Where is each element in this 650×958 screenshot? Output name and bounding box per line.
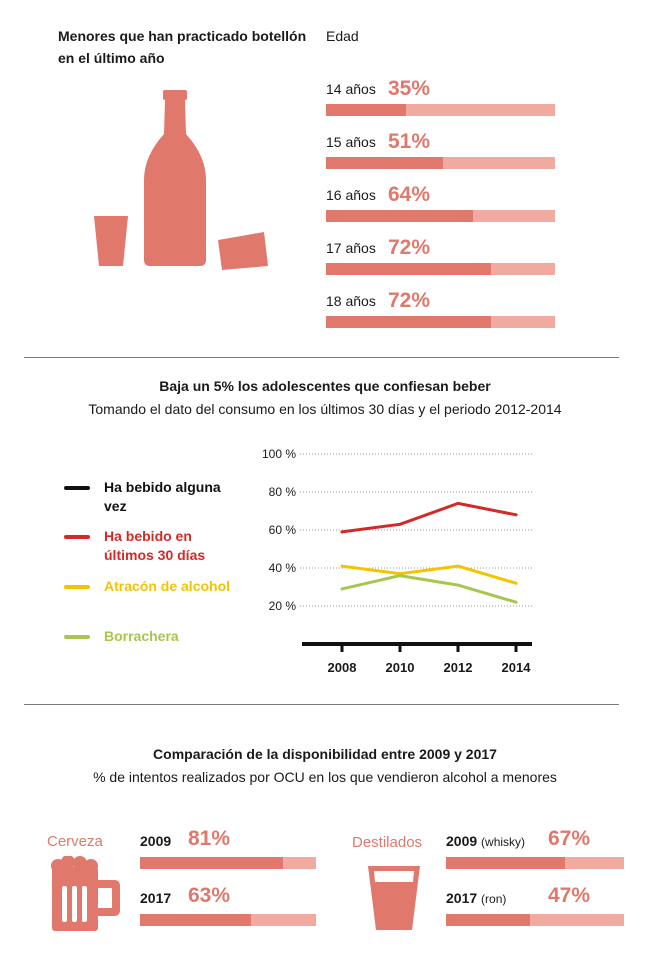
availability-bar-track: [140, 914, 316, 926]
availability-row: 2009 (whisky) 67%: [446, 827, 624, 874]
data-point: [398, 522, 402, 526]
cerveza-label: Cerveza: [47, 833, 103, 850]
availability-percent: 81%: [188, 827, 231, 850]
age-row: 18 años 72%: [326, 288, 556, 328]
section-divider: [24, 357, 619, 358]
availability-bar-fill: [446, 857, 566, 869]
availability-year: 2017 (ron): [446, 890, 506, 906]
age-label: 16 años: [326, 187, 376, 203]
edad-label: Edad: [326, 28, 359, 44]
age-row: 15 años 51%: [326, 129, 556, 169]
x-tick-label: 2014: [502, 660, 532, 675]
y-tick-label: 20 %: [269, 599, 297, 613]
age-bar-track: [326, 157, 555, 169]
section-divider: [24, 704, 619, 705]
year-text: 2009: [446, 833, 478, 849]
availability-bar-track: [446, 914, 624, 926]
line-chart: 20 % 40 % 60 % 80 % 100 % 2008 2010 2012 2014: [262, 447, 532, 675]
year-note: (whisky): [481, 835, 526, 849]
data-point: [456, 564, 460, 568]
botellon-title: Menores que han practicado botellón en e…: [58, 28, 307, 66]
series-line: [340, 564, 518, 585]
destilados-label: Destilados: [352, 834, 423, 851]
availability-bar-fill: [140, 857, 283, 869]
year-text: 2009: [140, 833, 172, 849]
age-label: 18 años: [326, 293, 376, 309]
age-percent: 72%: [388, 289, 431, 312]
x-tick-label: 2008: [328, 660, 357, 675]
availability-bar-track: [446, 857, 624, 869]
age-bar-track: [326, 210, 555, 222]
legend-label: Ha bebido alguna vez: [104, 479, 221, 514]
data-point: [514, 513, 518, 517]
age-bar-fill: [326, 316, 491, 328]
year-note: (ron): [481, 892, 507, 906]
age-bar-fill: [326, 104, 407, 116]
age-bar-fill: [326, 263, 491, 275]
beer-mug-icon: [51, 856, 120, 931]
data-point: [456, 583, 460, 587]
age-percent: 35%: [388, 77, 431, 100]
availability-year: 2009 (whisky): [446, 833, 525, 849]
bottle-and-cups-icon: [94, 90, 268, 270]
legend-swatch: [64, 635, 90, 639]
legend-label: Ha bebido en últimos 30 días: [104, 528, 206, 563]
age-percent: 72%: [388, 236, 431, 259]
availability-percent: 67%: [548, 827, 591, 850]
age-row: 16 años 64%: [326, 182, 556, 222]
legend-label: Borrachera: [104, 628, 179, 644]
age-percent: 64%: [388, 183, 431, 206]
age-bar-fill: [326, 210, 473, 222]
age-label: 17 años: [326, 240, 376, 256]
availability-percent: 47%: [548, 884, 591, 907]
age-bar-track: [326, 263, 555, 275]
series-line: [340, 574, 518, 604]
data-point: [514, 581, 518, 585]
data-point: [398, 574, 402, 578]
year-text: 2017: [140, 890, 172, 906]
age-bar-track: [326, 316, 555, 328]
age-bar-track: [326, 104, 555, 116]
availability-year: 2009: [140, 833, 171, 849]
availability-bar-fill: [140, 914, 251, 926]
availability-row: 2009 81%: [140, 827, 316, 874]
y-tick-label: 60 %: [269, 523, 297, 537]
availability-row: 2017 63%: [140, 884, 316, 931]
legend-swatch: [64, 535, 90, 539]
x-tick-label: 2012: [444, 660, 473, 675]
data-point: [340, 587, 344, 591]
x-tick-label: 2010: [386, 660, 415, 675]
series-line: [340, 501, 518, 534]
availability-year: 2017: [140, 890, 171, 906]
availability-subtitle: % de intentos realizados por OCU en los …: [93, 769, 557, 785]
availability-bar-track: [140, 857, 316, 869]
chart-title: Baja un 5% los adolescentes que confiesa…: [159, 378, 491, 394]
data-point: [340, 564, 344, 568]
y-tick-label: 100 %: [262, 447, 296, 461]
data-point: [456, 501, 460, 505]
availability-percent: 63%: [188, 884, 231, 907]
shot-glass-icon: [368, 866, 420, 930]
availability-row: 2017 (ron) 47%: [446, 884, 624, 931]
year-text: 2017: [446, 890, 478, 906]
age-percent: 51%: [388, 130, 431, 153]
legend-label: Atracón de alcohol: [104, 578, 231, 594]
y-tick-label: 40 %: [269, 561, 297, 575]
age-bar-fill: [326, 157, 443, 169]
data-point: [514, 600, 518, 604]
legend-swatch: [64, 585, 90, 589]
age-label: 14 años: [326, 81, 376, 97]
age-label: 15 años: [326, 134, 376, 150]
chart-subtitle: Tomando el dato del consumo en los últim…: [88, 401, 562, 417]
availability-title: Comparación de la disponibilidad entre 2…: [153, 746, 497, 762]
data-point: [340, 530, 344, 534]
y-tick-label: 80 %: [269, 485, 297, 499]
legend-swatch: [64, 486, 90, 490]
age-row: 17 años 72%: [326, 235, 556, 275]
availability-bar-fill: [446, 914, 530, 926]
age-row: 14 años 35%: [326, 76, 556, 116]
